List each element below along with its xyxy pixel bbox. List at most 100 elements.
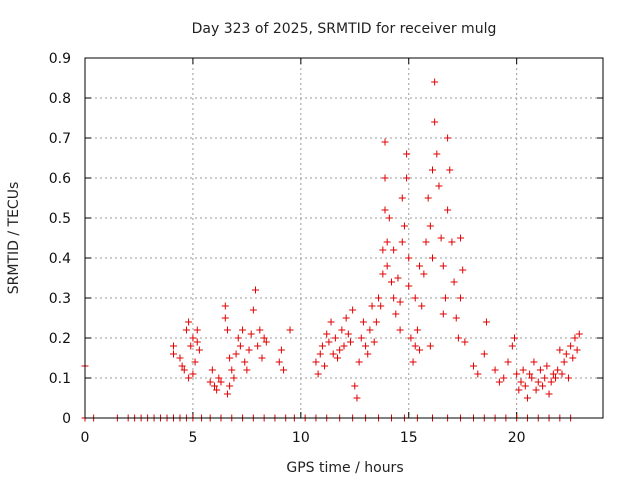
data-point [536,366,544,374]
data-point [480,350,488,358]
grid-lines [85,58,603,418]
data-point [254,342,262,350]
data-point [230,374,238,382]
x-tick-label: 20 [508,430,526,446]
data-point [400,222,408,230]
data-point [392,310,400,318]
data-point [444,134,452,142]
data-point [409,358,417,366]
data-point [346,338,354,346]
data-point [366,326,374,334]
data-point [545,390,553,398]
data-point [372,318,380,326]
data-point [213,386,221,394]
data-point [178,362,186,370]
data-point [573,346,581,354]
data-point [521,382,529,390]
data-point [349,306,357,314]
data-point [223,390,231,398]
data-point [407,334,415,342]
data-point [232,350,240,358]
data-point [562,350,570,358]
data-point [327,318,335,326]
data-point [329,350,337,358]
data-point [226,382,234,390]
data-point [541,374,549,382]
data-point [428,166,436,174]
data-point [236,342,244,350]
data-point [416,346,424,354]
data-point [208,366,216,374]
x-tick-label: 10 [292,430,310,446]
data-point [375,294,383,302]
data-point [534,378,542,386]
data-point [275,358,283,366]
data-point [314,370,322,378]
data-point [325,338,333,346]
data-point [517,378,525,386]
data-point [169,342,177,350]
data-point [221,314,229,322]
data-point [185,374,193,382]
data-point [383,262,391,270]
x-tick-label: 5 [188,430,197,446]
data-point [362,342,370,350]
data-point [567,342,575,350]
data-point [504,358,512,366]
data-point [316,350,324,358]
data-point [390,294,398,302]
data-point [556,346,564,354]
data-point [558,370,566,378]
data-point [211,382,218,390]
data-point [252,286,260,294]
data-point [457,234,465,242]
data-points [81,78,583,422]
y-tick-label: 0.2 [49,331,71,347]
y-tick-label: 0.8 [49,91,71,107]
data-point [323,330,331,338]
data-point [547,378,555,386]
data-point [426,342,434,350]
data-point [508,342,516,350]
data-point [228,366,236,374]
data-point [247,330,255,338]
data-point [495,378,503,386]
axis-ticks: 0 0.1 0.2 0.3 0.4 0.5 0.6 0.7 0.8 0.9 0 5 10 15 20 [49,51,603,446]
data-point [234,334,242,342]
data-point [355,358,363,366]
data-point [398,194,406,202]
data-point [206,378,214,386]
data-point [381,206,389,214]
data-point [428,254,436,262]
data-point [359,318,367,326]
data-point [364,350,372,358]
data-point [526,370,534,378]
data-point [511,334,519,342]
data-point [500,374,508,382]
data-point [433,150,441,158]
data-point [387,278,395,286]
data-point [474,370,482,378]
data-point [405,254,413,262]
data-point [357,334,365,342]
data-point [441,294,449,302]
data-point [454,334,462,342]
data-point [461,338,469,346]
data-point [470,362,477,370]
data-point [452,314,460,322]
data-point [513,370,521,378]
data-point [422,238,430,246]
data-point [241,358,249,366]
data-point [396,326,404,334]
data-point [239,326,247,334]
data-point [226,354,234,362]
data-point [191,358,199,366]
data-point [383,238,391,246]
y-tick-label: 0 [62,411,71,427]
data-point [193,338,201,346]
data-point [560,358,568,366]
y-tick-label: 0.5 [49,211,71,227]
y-tick-label: 0.6 [49,171,71,187]
